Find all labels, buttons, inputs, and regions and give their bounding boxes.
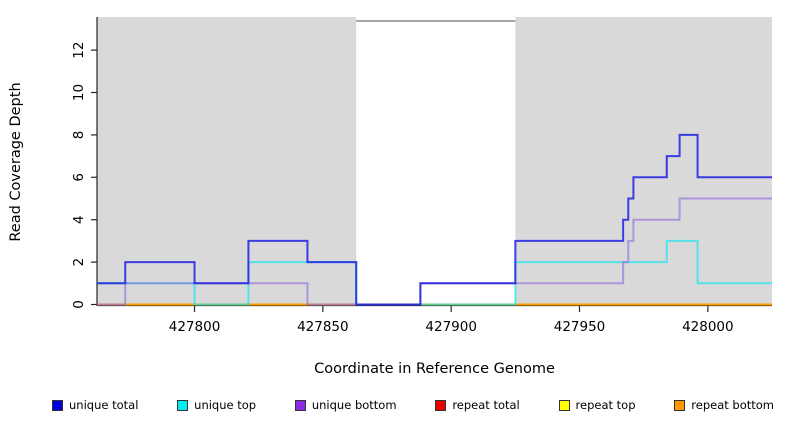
legend-item-repeat-top: repeat top: [558, 398, 636, 412]
legend-label: repeat total: [452, 398, 520, 412]
legend-item-repeat-bottom: repeat bottom: [674, 398, 774, 412]
y-tick-label: 10: [71, 84, 87, 101]
legend-label: repeat bottom: [691, 398, 774, 412]
series-line-unique-total: [97, 133, 772, 306]
x-tick-label: 428000: [682, 319, 734, 335]
legend-swatch-icon: [558, 399, 570, 411]
x-tick-label: 427900: [425, 319, 477, 335]
gap-region: [356, 17, 516, 305]
y-tick-label: 2: [71, 258, 87, 267]
x-axis-title: Coordinate in Reference Genome: [314, 361, 555, 377]
legend-item-unique-top: unique top: [177, 398, 256, 412]
legend: unique total unique top unique bottom repea…: [0, 398, 792, 412]
legend-item-unique-total: unique total: [52, 398, 138, 412]
legend-label: repeat top: [575, 398, 636, 412]
y-tick-label: 8: [71, 131, 87, 140]
legend-swatch-icon: [177, 399, 189, 411]
legend-label: unique bottom: [311, 398, 397, 412]
legend-label: unique total: [69, 398, 139, 412]
legend-item-repeat-total: repeat total: [435, 398, 520, 412]
legend-swatch-icon: [435, 399, 447, 411]
y-axis-title: Read Coverage Depth: [8, 82, 24, 242]
x-tick-label: 427950: [554, 319, 606, 335]
series-line-unique-top: [97, 239, 772, 306]
legend-label: unique top: [194, 398, 257, 412]
y-tick-label: 4: [71, 215, 87, 224]
legend-item-unique-bottom: unique bottom: [294, 398, 397, 412]
y-tick-label: 0: [71, 300, 87, 309]
x-tick-label: 427800: [169, 319, 221, 335]
y-tick-label: 6: [71, 173, 87, 182]
legend-swatch-icon: [674, 399, 686, 411]
y-tick-label: 12: [71, 42, 87, 59]
x-tick-label: 427850: [297, 319, 349, 335]
legend-swatch-icon: [52, 399, 63, 411]
legend-swatch-icon: [294, 399, 306, 411]
